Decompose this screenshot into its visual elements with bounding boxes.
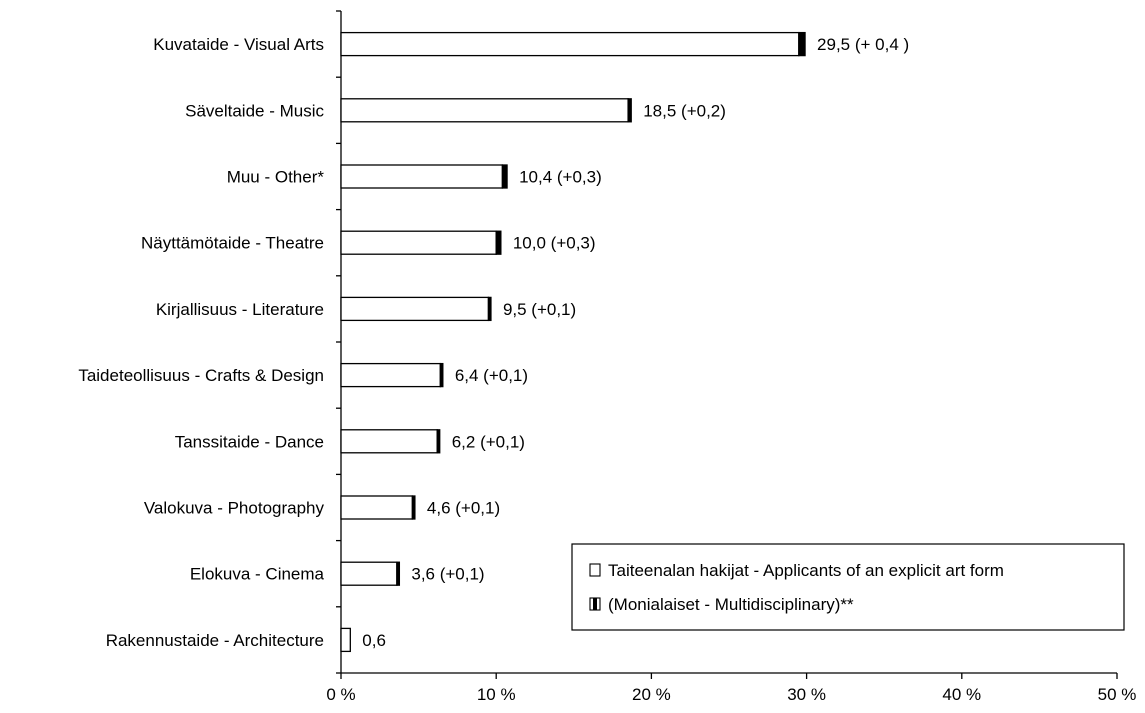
bar-main [340,296,490,322]
legend-swatch-multidisciplinary-fill [593,598,597,610]
data-label: 6,4 (+0,1) [455,366,528,385]
category-label: Kuvataide - Visual Arts [153,35,324,54]
category-labels: Kuvataide - Visual Arts Säveltaide - Musi… [78,35,324,650]
data-label: 10,0 (+0,3) [513,234,596,253]
category-label: Kirjallisuus - Literature [156,300,324,319]
bar-multidisciplinary [495,230,502,255]
x-tick-label: 40 % [942,685,981,704]
bar-multidisciplinary [436,429,441,454]
category-label: Muu - Other* [227,168,325,187]
bar-main [340,230,497,255]
bar-multidisciplinary [396,561,401,586]
category-label: Elokuva - Cinema [190,565,325,584]
legend-box [571,543,1125,631]
bar-multidisciplinary [501,164,508,189]
x-tick-labels: 0 % 10 % 20 % 30 % 40 % 50 % [326,685,1136,704]
data-label: 3,6 (+0,1) [411,565,484,584]
bar-multidisciplinary [627,98,632,123]
bar-multidisciplinary [487,296,492,322]
category-label: Rakennustaide - Architecture [106,631,324,650]
legend-swatch-applicants [589,563,601,577]
legend-label-applicants: Taiteenalan hakijat - Applicants of an e… [608,561,1004,580]
x-tick-label: 30 % [787,685,826,704]
bar-main [340,429,438,454]
bar-main [340,31,800,57]
bar-main [340,164,504,189]
data-label: 6,2 (+0,1) [452,432,525,451]
data-labels: 29,5 (+ 0,4 ) 18,5 (+0,2) 10,4 (+0,3) 10,0 … [362,35,909,650]
bar-main [340,627,351,653]
category-label: Tanssitaide - Dance [175,432,324,451]
data-label: 18,5 (+0,2) [643,101,726,120]
category-label: Näyttämötaide - Theatre [141,234,324,253]
bar-multidisciplinary [798,31,806,57]
bar-main [340,561,398,586]
x-tick-label: 20 % [632,685,671,704]
data-label: 4,6 (+0,1) [427,499,500,518]
x-tick-label: 50 % [1098,685,1137,704]
category-label: Taideteollisuus - Crafts & Design [78,366,324,385]
data-label: 10,4 (+0,3) [519,168,602,187]
bar-multidisciplinary [411,495,416,520]
category-label: Valokuva - Photography [144,499,325,518]
bar-main [340,362,441,388]
legend-label-multidisciplinary: (Monialaiset - Multidisciplinary)** [608,595,854,614]
legend: Taiteenalan hakijat - Applicants of an e… [571,543,1125,631]
x-tick-label: 10 % [477,685,516,704]
bar-main [340,495,414,520]
data-label: 29,5 (+ 0,4 ) [817,35,909,54]
bars [340,31,806,653]
category-label: Säveltaide - Music [185,101,324,120]
bar-multidisciplinary [439,362,444,388]
data-label: 9,5 (+0,1) [503,300,576,319]
bar-main [340,98,629,123]
data-label: 0,6 [362,631,386,650]
x-tick-label: 0 % [326,685,355,704]
